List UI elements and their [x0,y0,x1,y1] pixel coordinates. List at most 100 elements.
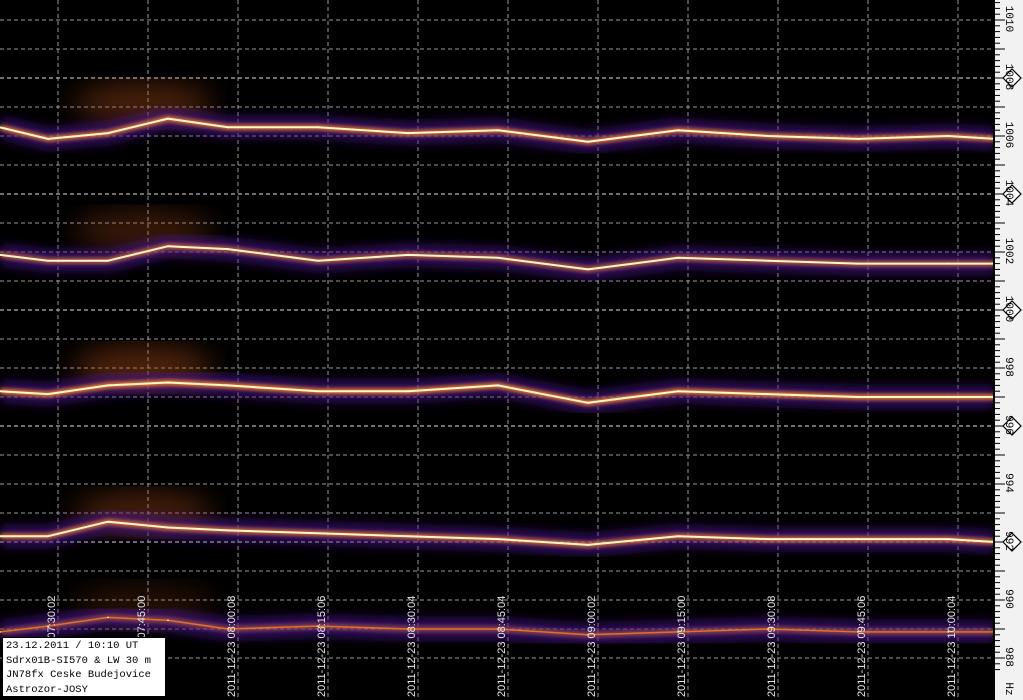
trace-point [107,132,109,134]
trace-point [167,526,169,529]
trace-point [0,126,1,129]
x-tick-label: 2011-12-23 09:45:06 [856,595,868,697]
trace-point [947,631,949,633]
trace-point [167,619,169,622]
trace-point [767,259,769,262]
y-tick-label: 990 [1002,589,1014,609]
y-tick-label: 1002 [1002,237,1014,265]
x-tick-label: 2011-12-23 08:45:04 [496,595,508,697]
trace-point [317,625,319,627]
marker-diamond-icon [1002,416,1022,436]
trace-point [227,126,229,129]
trace-point [587,268,589,271]
x-tick-label: 2011-12-23 08:15:06 [316,595,328,697]
info-date-time: 23.12.2011 / 10:10 UT [6,640,139,652]
plot-area [0,0,993,700]
trace-point [857,538,859,540]
signal-trace [0,381,993,404]
trace-point [857,262,859,265]
trace-point [317,259,319,262]
x-tick-label: 2011-12-23 09:15:00 [676,595,688,697]
trace-point [227,384,229,387]
trace-point [107,384,109,387]
trace-point [677,535,679,537]
info-receiver: Sdrx01B-SI570 & LW 30 m [6,654,151,667]
info-station: Astrozor-JOSY [6,683,88,696]
marker-diamond-icon [1002,532,1022,552]
trace-point [677,631,679,633]
trace-point [767,393,769,395]
marker-diamond-icon [1002,300,1022,320]
trace-point [0,631,1,633]
trace-point [107,520,109,523]
trace-point [857,631,859,633]
trace-point [227,628,229,630]
signal-trace [0,616,993,636]
info-location: JN78fx Ceske Budejovice [6,669,151,681]
trace-point [677,257,679,259]
y-unit-label: Hz [1002,682,1014,696]
trace-point [767,135,769,137]
y-tick-label: 994 [1002,473,1014,493]
trace-point [497,129,499,131]
trace-point [0,254,1,256]
trace-point [767,628,769,630]
trace-point [107,259,109,262]
y-tick-label: 1006 [1002,121,1014,149]
y-tick-label: 988 [1002,647,1014,667]
trace-point [47,259,49,262]
trace-point [47,625,49,627]
trace-point [947,135,949,137]
x-tick-label: 2011-12-23 09:00:02 [586,595,598,697]
trace-point [407,254,409,256]
x-tick-label: 2011-12-23 08:30:04 [406,595,418,697]
trace-point [947,262,949,265]
trace-point [497,384,499,387]
y-tick-label: 1004 [1002,179,1014,207]
trace-point [0,390,1,392]
trace-point [947,538,949,540]
trace-point [167,117,169,120]
x-tick-label: 2011-12-23 08:00:08 [226,595,238,697]
marker-diamond-icon [1002,184,1022,204]
y-tick-label: 992 [1002,531,1014,551]
axis-line [993,0,995,700]
signal-trace [0,245,993,271]
trace-point [497,538,499,540]
trace-point [857,396,859,398]
y-tick-label: 1010 [1002,5,1014,33]
trace-point [47,138,49,140]
trace-point [227,248,229,250]
y-tick-label: 996 [1002,415,1014,435]
trace-point [677,390,679,393]
marker-diamond-icon [1002,68,1022,88]
trace-point [47,535,49,537]
x-tick-label: 2011-12-23 09:30:08 [766,595,778,697]
trace-point [107,616,109,619]
trace-point [227,529,229,532]
trace-point [407,628,409,630]
trace-point [407,535,409,537]
trace-point [497,257,499,259]
trace-point [587,634,589,636]
y-tick-label: 1008 [1002,63,1014,91]
trace-point [587,544,589,546]
y-tick-label: 1000 [1002,295,1014,323]
trace-point [167,381,169,384]
trace-point [167,245,169,247]
trace-point [407,390,409,393]
trace-point [0,535,1,537]
trace-point [857,138,859,140]
x-tick-label: 2011-12-23 10:00:04 [946,595,958,697]
trace-point [767,538,769,540]
trace-point [47,393,49,395]
signal-trace [0,520,993,546]
station-info-box: 23.12.2011 / 10:10 UT Sdrx01B-SI570 & LW… [2,637,166,697]
trace-point [317,532,319,535]
trace-point [587,402,589,404]
trace-point [497,628,499,630]
trace-point [317,390,319,393]
signal-trace [0,117,993,143]
trace-point [947,396,949,398]
